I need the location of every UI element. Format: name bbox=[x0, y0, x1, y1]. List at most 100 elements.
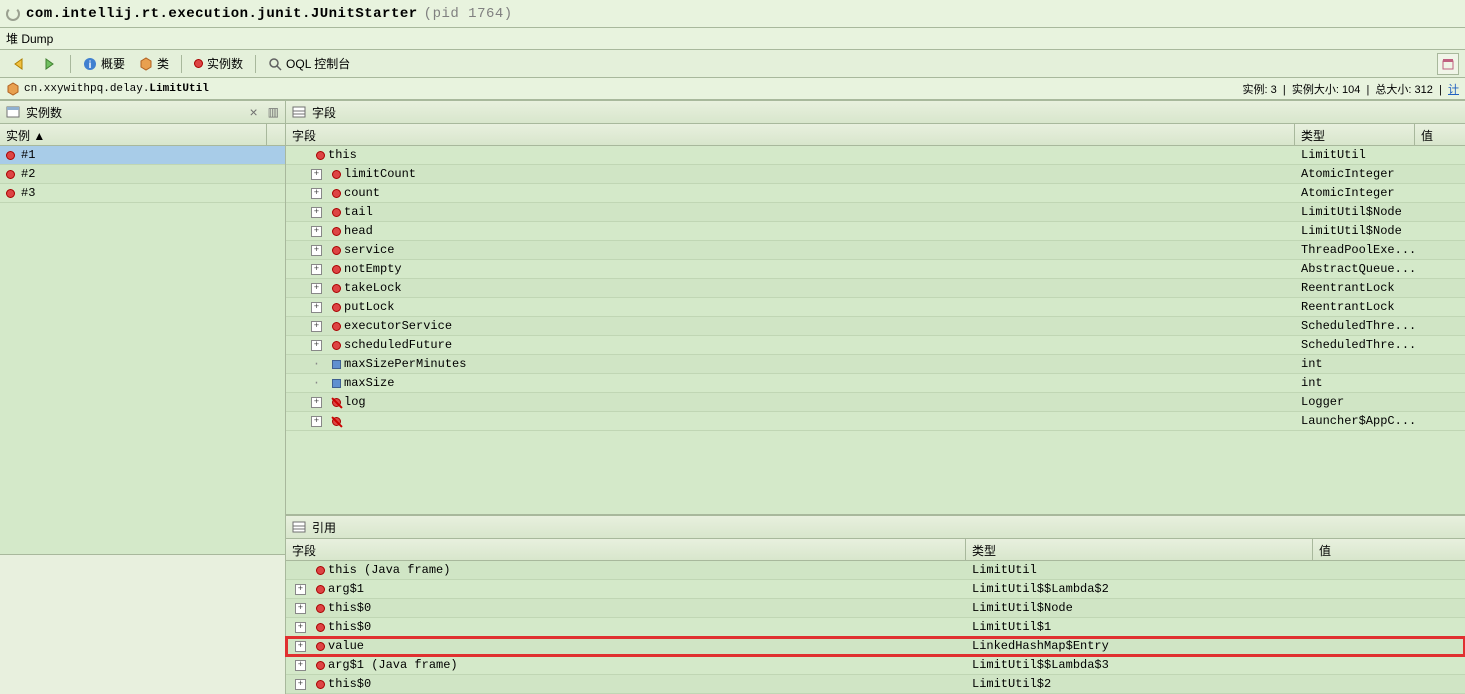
arrow-right-icon bbox=[42, 57, 58, 71]
tree-expand-icon[interactable]: + bbox=[311, 226, 322, 237]
tree-expand-icon[interactable]: + bbox=[311, 397, 322, 408]
tree-expand-icon[interactable]: + bbox=[295, 660, 306, 671]
reference-value bbox=[1313, 580, 1465, 598]
summary-button[interactable]: i 概要 bbox=[77, 53, 131, 74]
close-panel-icon[interactable]: × bbox=[249, 104, 257, 120]
reference-row[interactable]: +arg$1LimitUtil$$Lambda$2 bbox=[286, 580, 1465, 599]
toolbar: i 概要 类 实例数 OQL 控制台 bbox=[0, 50, 1465, 78]
tree-expand-icon[interactable]: + bbox=[295, 584, 306, 595]
detach-button[interactable] bbox=[1437, 53, 1459, 75]
tree-expand-icon[interactable]: + bbox=[311, 207, 322, 218]
field-name: notEmpty bbox=[344, 262, 402, 276]
reference-row[interactable]: +valueLinkedHashMap$Entry bbox=[286, 637, 1465, 656]
field-row[interactable]: ·maxSizeint bbox=[286, 374, 1465, 393]
field-name: limitCount bbox=[344, 167, 416, 181]
reference-row[interactable]: +this$0LimitUtil$2 bbox=[286, 675, 1465, 694]
fields-tree[interactable]: thisLimitUtil + limitCount AtomicInteger+co… bbox=[286, 146, 1465, 514]
reference-name: value bbox=[328, 639, 364, 653]
field-value bbox=[1415, 203, 1465, 221]
field-type: Logger bbox=[1295, 393, 1415, 411]
fields-col-value[interactable]: 值 bbox=[1415, 124, 1465, 145]
instance-row[interactable]: #1 bbox=[0, 146, 285, 165]
reference-row[interactable]: +arg$1 (Java frame)LimitUtil$$Lambda$3 bbox=[286, 656, 1465, 675]
reference-row[interactable]: +this$0LimitUtil$1 bbox=[286, 618, 1465, 637]
instances-col-header[interactable]: 实例 ▲ bbox=[0, 124, 267, 145]
classes-button[interactable]: 类 bbox=[133, 53, 175, 74]
status-link[interactable]: 计 bbox=[1448, 84, 1459, 96]
refs-col-type[interactable]: 类型 bbox=[966, 539, 1313, 560]
tree-expand-icon[interactable]: + bbox=[311, 302, 322, 313]
field-row[interactable]: +limitCountAtomicInteger bbox=[286, 165, 1465, 184]
field-type: AtomicInteger bbox=[1295, 184, 1415, 202]
field-object-icon bbox=[316, 585, 325, 594]
field-row[interactable]: + notEmpty AbstractQueue... bbox=[286, 260, 1465, 279]
instances-list[interactable]: #1 #2 #3 bbox=[0, 146, 285, 554]
refs-col-value[interactable]: 值 bbox=[1313, 539, 1465, 560]
field-row[interactable]: ·maxSizePerMinutesint bbox=[286, 355, 1465, 374]
instance-row[interactable]: #3 bbox=[0, 184, 285, 203]
tree-expand-icon[interactable]: + bbox=[311, 340, 322, 351]
instances-label: 实例数 bbox=[207, 55, 243, 72]
tree-expand-icon[interactable]: + bbox=[311, 245, 322, 256]
instance-row[interactable]: #2 bbox=[0, 165, 285, 184]
field-object-icon bbox=[332, 341, 341, 350]
field-primitive-icon bbox=[332, 379, 341, 388]
reference-value bbox=[1313, 675, 1465, 693]
field-row[interactable]: +headLimitUtil$Node bbox=[286, 222, 1465, 241]
reference-name: this$0 bbox=[328, 677, 371, 691]
fields-icon bbox=[292, 105, 306, 119]
field-type: ReentrantLock bbox=[1295, 298, 1415, 316]
tree-expand-icon[interactable]: + bbox=[311, 283, 322, 294]
reference-row[interactable]: +this$0LimitUtil$Node bbox=[286, 599, 1465, 618]
field-value bbox=[1415, 374, 1465, 392]
field-row[interactable]: thisLimitUtil bbox=[286, 146, 1465, 165]
references-tree[interactable]: this (Java frame)LimitUtil+arg$1LimitUti… bbox=[286, 561, 1465, 694]
oql-button[interactable]: OQL 控制台 bbox=[262, 53, 356, 74]
tree-expand-icon[interactable]: + bbox=[295, 641, 306, 652]
field-row[interactable]: +logLogger bbox=[286, 393, 1465, 412]
dump-bar: 堆 Dump bbox=[0, 28, 1465, 50]
refs-col-field[interactable]: 字段 bbox=[286, 539, 966, 560]
field-row[interactable]: +takeLockReentrantLock bbox=[286, 279, 1465, 298]
instances-button[interactable]: 实例数 bbox=[188, 53, 249, 74]
tree-expand-icon[interactable]: + bbox=[311, 264, 322, 275]
tree-expand-icon[interactable]: + bbox=[311, 169, 322, 180]
reference-name: this$0 bbox=[328, 620, 371, 634]
classes-label: 类 bbox=[157, 55, 169, 72]
tree-expand-icon[interactable]: + bbox=[295, 603, 306, 614]
field-name: scheduledFuture bbox=[344, 338, 452, 352]
reference-value bbox=[1313, 618, 1465, 636]
fields-col-type[interactable]: 类型 bbox=[1295, 124, 1415, 145]
reference-row[interactable]: this (Java frame)LimitUtil bbox=[286, 561, 1465, 580]
field-type: ScheduledThre... bbox=[1295, 336, 1415, 354]
field-row[interactable]: + scheduledFuture ScheduledThre... bbox=[286, 336, 1465, 355]
tree-expand-icon[interactable]: + bbox=[295, 622, 306, 633]
breadcrumb-bar: cn.xxywithpq.delay.LimitUtil 实例: 3 | 实例大… bbox=[0, 78, 1465, 100]
field-row[interactable]: +serviceThreadPoolExe... bbox=[286, 241, 1465, 260]
nav-back-button[interactable] bbox=[6, 55, 34, 73]
window-titlebar: com.intellij.rt.execution.junit.JUnitSta… bbox=[0, 0, 1465, 28]
fields-col-field[interactable]: 字段 bbox=[286, 124, 1295, 145]
tree-expand-icon[interactable]: + bbox=[311, 188, 322, 199]
tree-expand-icon[interactable]: + bbox=[295, 679, 306, 690]
field-row[interactable]: +putLockReentrantLock bbox=[286, 298, 1465, 317]
reference-type: LimitUtil$Node bbox=[966, 599, 1313, 617]
field-row[interactable]: +executorServiceScheduledThre... bbox=[286, 317, 1465, 336]
main-split: 实例数 × ▥ 实例 ▲ #1#2#3 字段 字段 类型 值 thisLimit… bbox=[0, 100, 1465, 694]
reference-value bbox=[1313, 656, 1465, 674]
field-row[interactable]: +tailLimitUtil$Node bbox=[286, 203, 1465, 222]
field-row[interactable]: +Launcher$AppC... bbox=[286, 412, 1465, 431]
tree-expand-icon[interactable]: + bbox=[311, 321, 322, 332]
panel-options-icon[interactable]: ▥ bbox=[268, 105, 279, 119]
refs-table-header: 字段 类型 值 bbox=[286, 539, 1465, 561]
tree-expand-icon[interactable]: + bbox=[311, 416, 322, 427]
field-type: AbstractQueue... bbox=[1295, 260, 1415, 278]
nav-forward-button[interactable] bbox=[36, 55, 64, 73]
field-value bbox=[1415, 165, 1465, 183]
instances-table-header: 实例 ▲ bbox=[0, 124, 285, 146]
toolbar-separator bbox=[70, 55, 71, 73]
field-row[interactable]: +countAtomicInteger bbox=[286, 184, 1465, 203]
refs-icon bbox=[292, 520, 306, 534]
summary-label: 概要 bbox=[101, 55, 125, 72]
instance-label: #2 bbox=[21, 167, 35, 181]
